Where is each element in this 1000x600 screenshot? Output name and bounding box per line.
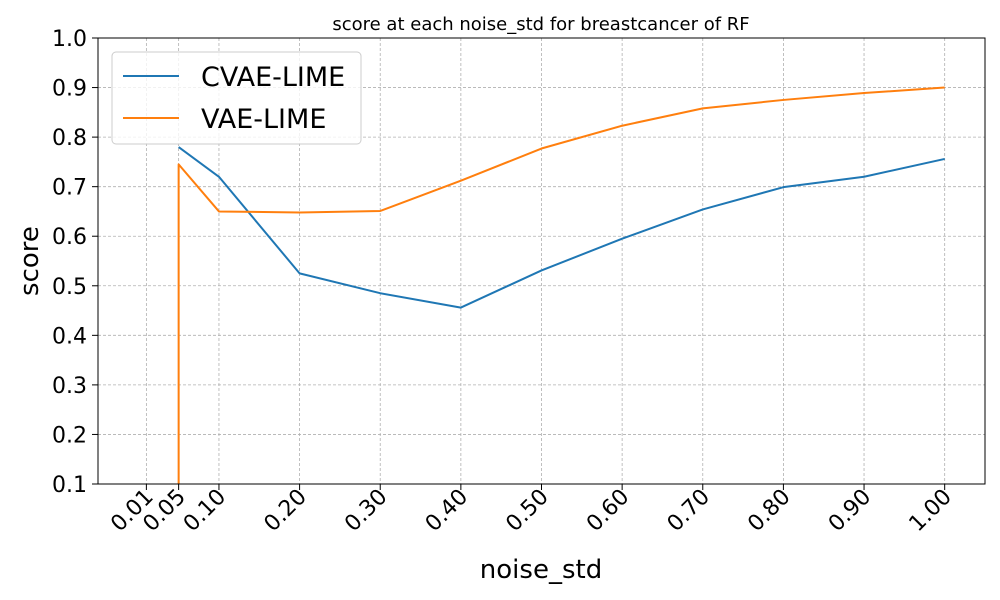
y-tick-label: 0.6	[52, 225, 87, 250]
x-tick-label: 0.30	[340, 485, 392, 537]
y-tick-label: 1.0	[52, 27, 87, 52]
y-tick-label: 0.3	[52, 374, 87, 399]
y-axis-label: score	[15, 226, 45, 296]
x-tick-label: 0.60	[582, 485, 634, 537]
x-tick-label: 1.00	[905, 485, 957, 537]
x-tick-label: 0.70	[663, 485, 715, 537]
x-tick-label: 0.90	[824, 485, 876, 537]
x-axis-label: noise_std	[480, 555, 602, 585]
y-tick-label: 0.5	[52, 275, 87, 300]
legend-label: VAE-LIME	[201, 104, 326, 135]
y-tick-label: 0.7	[52, 176, 87, 201]
x-tick-label: 0.40	[421, 485, 473, 537]
y-tick-label: 0.2	[52, 423, 87, 448]
legend: CVAE-LIME VAE-LIME	[111, 51, 362, 145]
y-tick-label: 0.4	[52, 324, 87, 349]
series-line-vae-lime	[177, 86, 945, 484]
legend-label: CVAE-LIME	[201, 62, 345, 93]
x-tick-label: 0.10	[179, 485, 231, 537]
x-tick-label: 0.80	[743, 485, 795, 537]
x-tick-label: 0.50	[501, 485, 553, 537]
chart-title: score at each noise_std for breastcancer…	[332, 14, 749, 35]
series-line-cvae-lime	[178, 146, 945, 309]
series-layer	[177, 86, 945, 484]
y-tick-label: 0.8	[52, 126, 87, 151]
x-tick-label: 0.20	[260, 485, 312, 537]
y-tick-label: 0.9	[52, 77, 87, 102]
y-tick-label: 0.1	[52, 473, 87, 498]
